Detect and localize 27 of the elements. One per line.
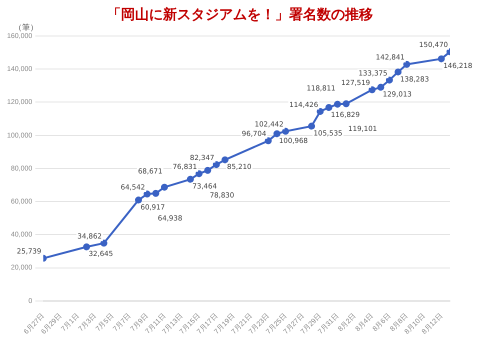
point xyxy=(152,190,160,197)
point xyxy=(186,176,194,183)
point xyxy=(100,240,108,247)
point xyxy=(386,76,393,84)
point xyxy=(394,68,402,76)
point xyxy=(204,166,212,174)
point xyxy=(222,156,229,164)
point xyxy=(196,170,203,178)
y-axis-title: （筆） xyxy=(14,22,38,33)
point xyxy=(144,190,151,198)
point xyxy=(282,128,290,135)
point xyxy=(83,243,90,250)
point xyxy=(368,86,376,94)
point xyxy=(264,137,272,144)
point xyxy=(316,108,324,115)
point xyxy=(334,100,342,108)
point xyxy=(342,100,350,108)
chart-title: 「岡山に新スタジアムを！」署名数の推移 xyxy=(106,6,374,24)
point xyxy=(212,161,220,168)
point xyxy=(134,196,142,204)
point xyxy=(403,60,410,68)
point xyxy=(308,122,316,130)
point xyxy=(273,130,280,138)
point xyxy=(325,104,332,111)
point xyxy=(160,184,168,191)
point xyxy=(377,84,384,91)
point xyxy=(438,55,445,62)
